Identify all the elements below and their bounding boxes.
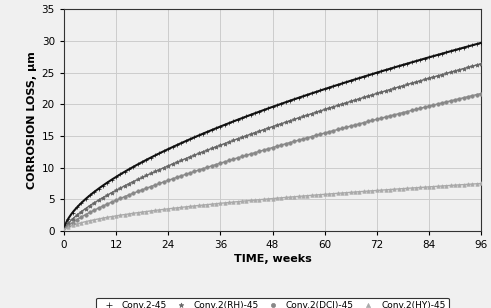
Conv.2(HY)-45 [244,199,249,203]
Conv.2(RH)-45 [244,134,249,137]
Conv.2(HY)-45 [443,184,449,188]
Conv.2(HY)-45 [183,205,189,209]
Y-axis label: CORROSION LOSS, µm: CORROSION LOSS, µm [27,51,37,189]
X-axis label: TIME, weeks: TIME, weeks [234,254,311,264]
Conv.2-45 [287,99,293,103]
Conv.2(RH)-45 [478,62,484,66]
Conv.2-45 [478,41,484,45]
Conv.2-45 [244,115,249,118]
Conv.2(RH)-45 [122,184,128,188]
Line: Conv.2(DCI)-45: Conv.2(DCI)-45 [66,92,483,228]
Conv.2(DCI)-45 [287,141,293,144]
Conv.2(HY)-45 [287,195,293,199]
Conv.2(DCI)-45 [478,92,484,95]
Conv.2(HY)-45 [478,182,484,185]
Line: Conv.2(RH)-45: Conv.2(RH)-45 [66,62,483,225]
Conv.2-45 [183,139,189,143]
Conv.2(DCI)-45 [183,172,189,176]
Conv.2(RH)-45 [274,123,280,127]
Conv.2(DCI)-45 [244,153,249,157]
Conv.2(HY)-45 [65,225,71,229]
Line: Conv.2-45: Conv.2-45 [66,40,484,221]
Conv.2-45 [122,170,128,174]
Legend: Conv.2-45, Conv.2(RH)-45, Conv.2(DCI)-45, Conv.2(HY)-45: Conv.2-45, Conv.2(RH)-45, Conv.2(DCI)-45… [96,298,449,308]
Conv.2(DCI)-45 [122,195,128,198]
Conv.2(RH)-45 [443,71,449,75]
Conv.2(DCI)-45 [443,100,449,104]
Conv.2(HY)-45 [274,196,280,200]
Line: Conv.2(HY)-45: Conv.2(HY)-45 [66,182,483,229]
Conv.2(DCI)-45 [65,224,71,228]
Conv.2(HY)-45 [122,213,128,216]
Conv.2-45 [443,51,449,54]
Conv.2(RH)-45 [65,222,71,225]
Conv.2-45 [274,103,280,107]
Conv.2(RH)-45 [183,157,189,160]
Conv.2(DCI)-45 [274,144,280,148]
Conv.2-45 [65,217,71,221]
Conv.2(RH)-45 [287,119,293,123]
